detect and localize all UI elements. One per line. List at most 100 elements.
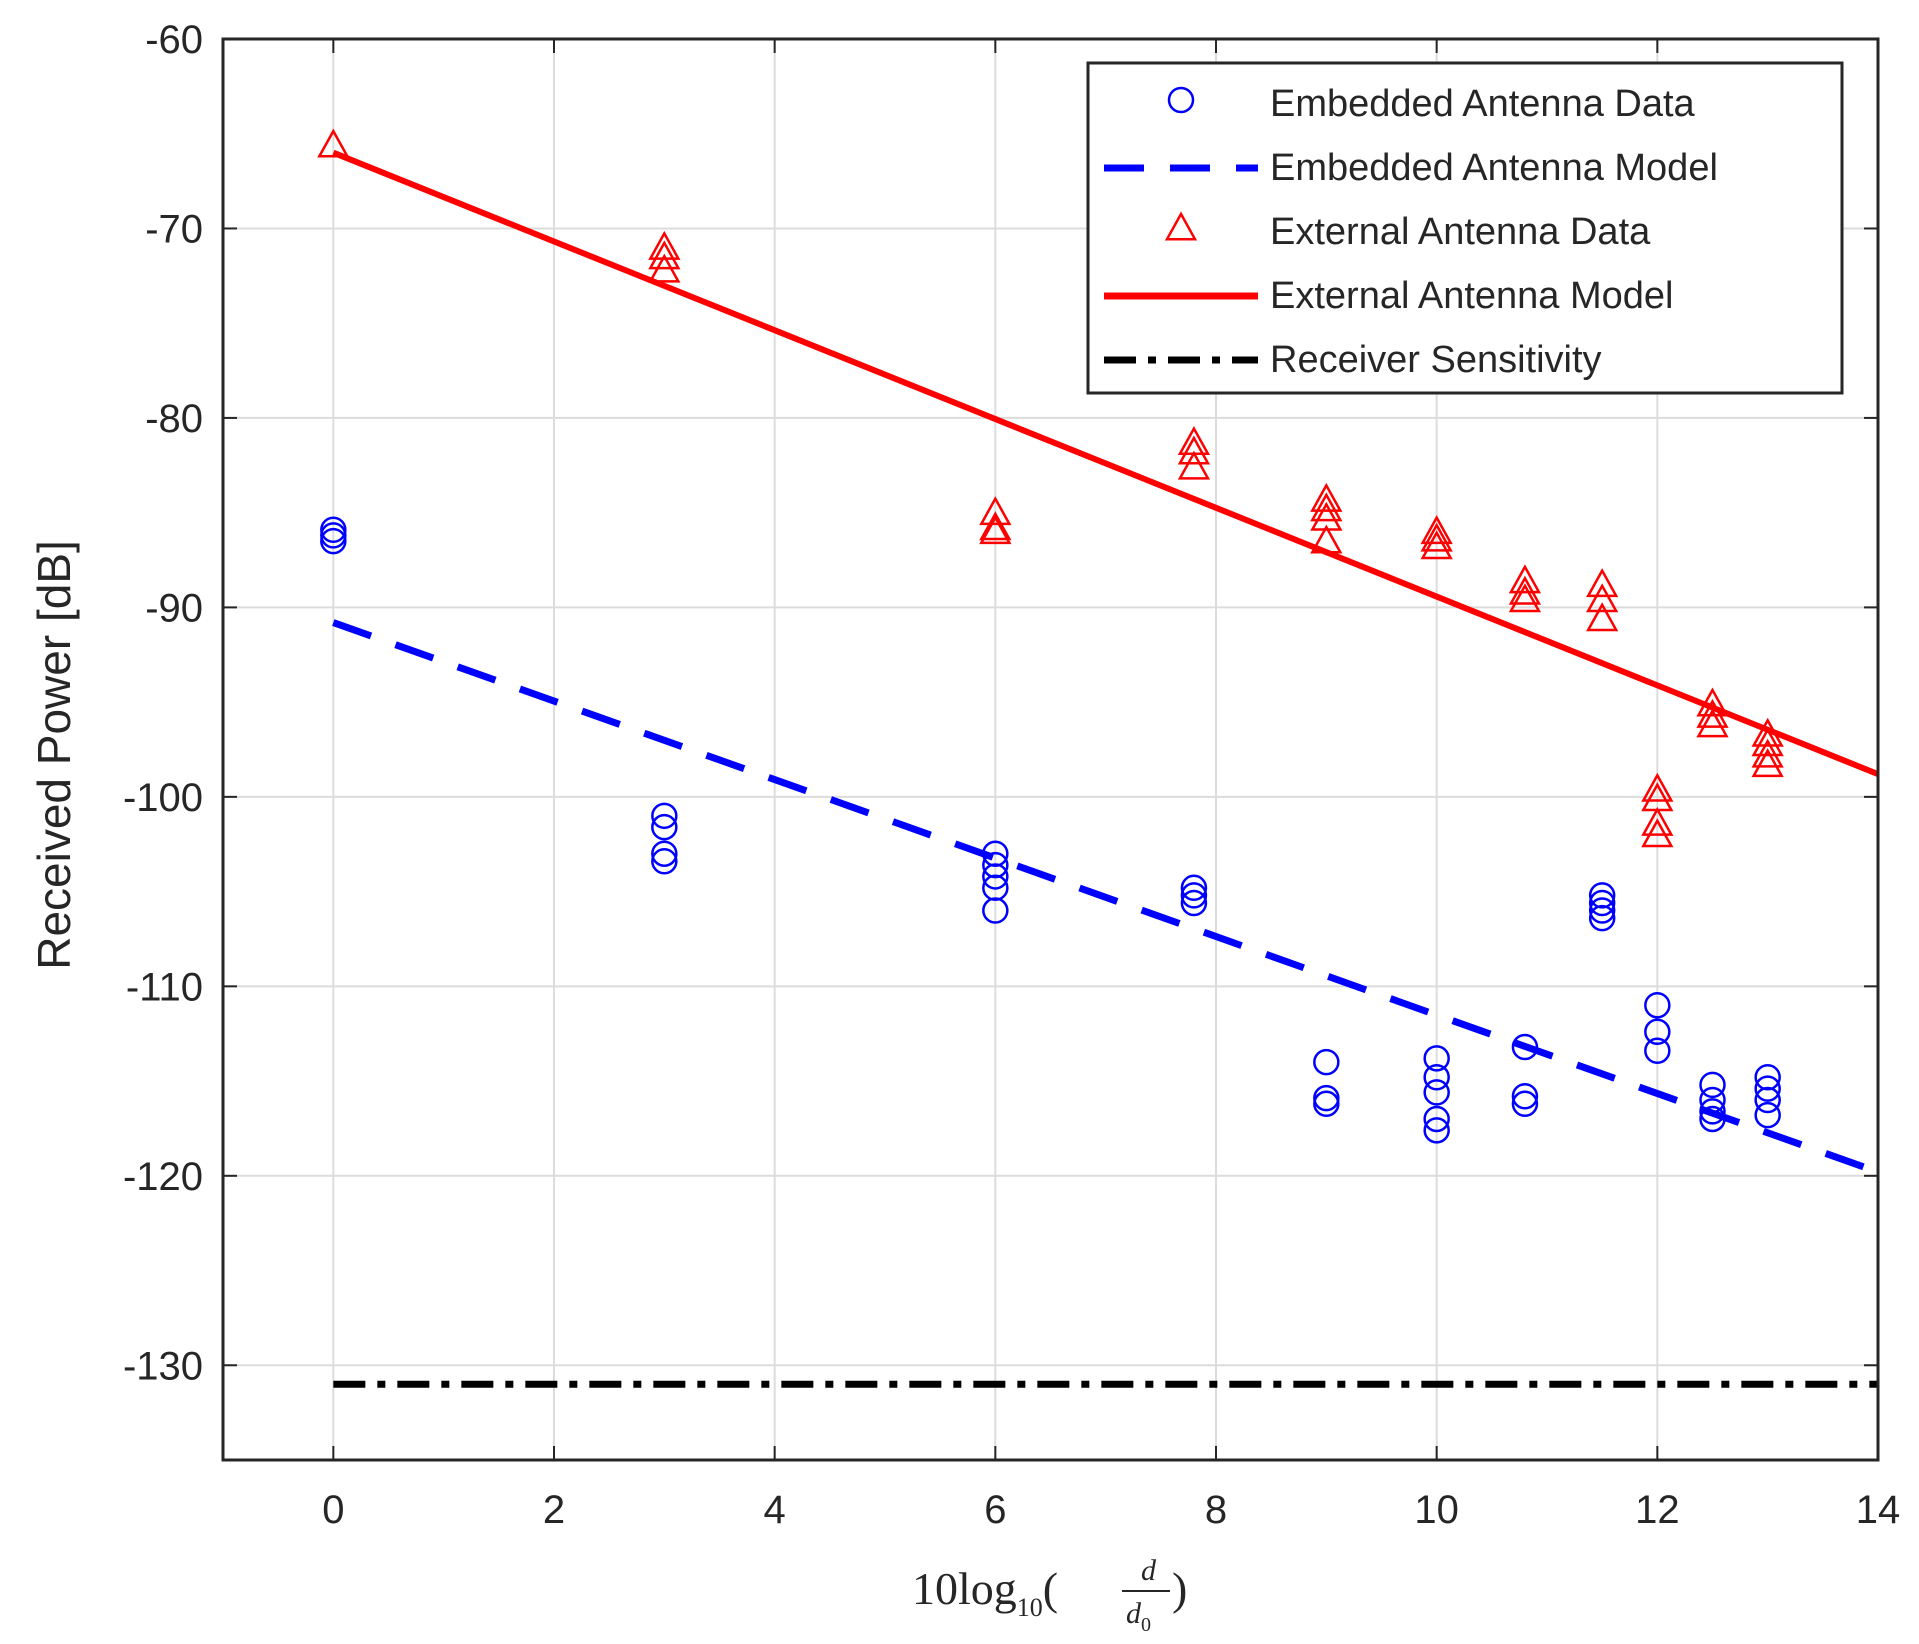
legend-embedded-antenna-data-label: Embedded Antenna Data <box>1270 83 1696 125</box>
embedded-antenna-data-marker <box>1423 1117 1450 1144</box>
y-tick-label: -130 <box>123 1344 203 1388</box>
embedded-antenna-data-marker <box>320 522 347 549</box>
external-antenna-data-marker <box>1420 530 1453 560</box>
x-axis-label-open-paren: ( <box>1043 1563 1058 1614</box>
y-tick-label: -80 <box>145 397 203 441</box>
embedded-antenna-data-marker <box>1423 1064 1450 1091</box>
external-antenna-data-marker <box>1751 748 1784 778</box>
x-tick-label: 10 <box>1414 1488 1459 1532</box>
embedded-antenna-data-marker <box>982 840 1009 867</box>
embedded-antenna-data-marker <box>1699 1071 1726 1099</box>
x-axis-label-numerator: d <box>1141 1554 1157 1587</box>
embedded-antenna-model-line <box>332 619 1880 1176</box>
embedded-antenna-data-marker <box>1754 1086 1781 1114</box>
legend-box <box>1086 61 1844 395</box>
legend-external-antenna-data-label: External Antenna Data <box>1270 211 1651 253</box>
legend: Embedded Antenna Data Embedded Antenna Mo… <box>1086 61 1844 395</box>
y-tick-label: -110 <box>126 965 203 1009</box>
external-antenna-data-marker <box>979 515 1012 545</box>
legend-external-antenna-data-swatch <box>1164 211 1198 241</box>
external-antenna-data-marker <box>1696 698 1729 728</box>
embedded-antenna-data-marker <box>1511 1090 1539 1118</box>
legend-embedded-antenna-data-swatch <box>1167 86 1195 114</box>
x-axis-label-subscript: 10 <box>1017 1593 1043 1622</box>
external-antenna-data-marker <box>1310 524 1343 554</box>
tick-labels: 0 2 4 6 8 10 12 14 -60 -70 -80 -90 -100 -110 -120 -130 <box>123 18 1900 1532</box>
embedded-antenna-data-marker <box>651 840 678 867</box>
x-axis-label-close-paren: ) <box>1172 1563 1187 1614</box>
embedded-antenna-data-marker <box>1423 1045 1450 1072</box>
embedded-antenna-data-marker <box>1644 1037 1671 1065</box>
external-antenna-data-marker <box>1696 687 1729 717</box>
model-lines <box>332 149 1880 1388</box>
legend-external-antenna-model-label: External Antenna Model <box>1270 275 1674 317</box>
embedded-antenna-data-marker <box>320 516 347 543</box>
external-antenna-data-marker <box>648 253 681 283</box>
x-tick-label: 14 <box>1856 1488 1901 1532</box>
y-tick-label: -70 <box>145 207 203 251</box>
embedded-antenna-data-marker <box>1754 1075 1781 1102</box>
embedded-antenna-data-marker <box>1313 1048 1340 1076</box>
x-axis-label-denominator-sub: 0 <box>1141 1614 1151 1636</box>
external-antenna-data-marker <box>317 128 350 158</box>
embedded-antenna-data-marker <box>1699 1105 1726 1133</box>
external-antenna-data-marker <box>1177 450 1211 480</box>
embedded-antenna-data-marker <box>982 863 1009 890</box>
x-tick-label: 8 <box>1205 1488 1227 1532</box>
external-antenna-data-marker <box>1310 482 1343 512</box>
embedded-antenna-data-marker <box>1588 882 1616 909</box>
legend-embedded-antenna-model-label: Embedded Antenna Model <box>1270 147 1718 189</box>
external-antenna-data-marker <box>1586 583 1619 613</box>
x-tick-label: 12 <box>1635 1488 1680 1532</box>
external-antenna-data-marker <box>648 240 681 270</box>
embedded-antenna-data-marker <box>651 813 678 841</box>
x-tick-label: 4 <box>764 1488 786 1532</box>
x-axis-label-denominator: d0 <box>1126 1597 1151 1636</box>
external-antenna-data-marker <box>1508 583 1542 613</box>
external-antenna-data-marker <box>1641 772 1674 802</box>
external-antenna-data-marker <box>1420 522 1453 552</box>
embedded-antenna-data-marker <box>1588 897 1616 924</box>
embedded-antenna-data-marker <box>651 802 678 830</box>
x-tick-label: 0 <box>322 1488 344 1532</box>
external-antenna-data-marker <box>1751 738 1784 768</box>
embedded-antenna-data-marker <box>1644 992 1671 1019</box>
x-tick-label: 6 <box>984 1488 1006 1532</box>
data-markers <box>317 128 1784 1144</box>
embedded-antenna-data-marker <box>1423 1079 1450 1106</box>
embedded-antenna-data-marker <box>1180 874 1208 902</box>
x-axis-label-prefix: 10log <box>912 1563 1017 1614</box>
external-antenna-data-marker <box>1751 727 1784 757</box>
embedded-antenna-data-marker <box>1313 1084 1340 1112</box>
x-axis-label-denominator-d: d <box>1126 1597 1142 1630</box>
embedded-antenna-data-marker <box>651 848 678 875</box>
external-antenna-model-line <box>332 149 1880 777</box>
y-tick-label: -120 <box>123 1155 203 1199</box>
external-antenna-data-marker <box>1508 564 1542 594</box>
external-antenna-data-marker <box>1310 492 1343 522</box>
y-tick-label: -90 <box>145 586 203 630</box>
embedded-antenna-data-marker <box>982 897 1009 924</box>
external-antenna-data-marker <box>1177 435 1211 465</box>
external-antenna-data-marker <box>1420 515 1453 545</box>
external-antenna-data-marker <box>1696 708 1729 738</box>
embedded-antenna-data-marker <box>1699 1086 1726 1114</box>
y-tick-label: -100 <box>123 776 203 820</box>
embedded-antenna-data-marker <box>1511 1082 1539 1110</box>
embedded-antenna-data-marker <box>1754 1064 1781 1091</box>
embedded-antenna-data-marker <box>1423 1105 1450 1133</box>
external-antenna-data-marker <box>1641 818 1674 848</box>
external-antenna-data-marker <box>979 511 1012 541</box>
embedded-antenna-data-marker <box>982 851 1009 879</box>
external-antenna-data-marker <box>1751 717 1784 747</box>
embedded-antenna-data-marker <box>1180 889 1208 917</box>
embedded-antenna-data-marker <box>320 527 347 555</box>
embedded-antenna-data-marker <box>1699 1098 1726 1125</box>
x-tick-label: 2 <box>543 1488 565 1532</box>
external-antenna-data-marker <box>1641 806 1674 836</box>
legend-entries: Embedded Antenna Data Embedded Antenna Mo… <box>1104 83 1718 381</box>
legend-receiver-sensitivity-label: Receiver Sensitivity <box>1270 339 1602 381</box>
embedded-antenna-data-marker <box>1754 1101 1781 1129</box>
x-axis-label: 10log10( <box>912 1563 1058 1622</box>
